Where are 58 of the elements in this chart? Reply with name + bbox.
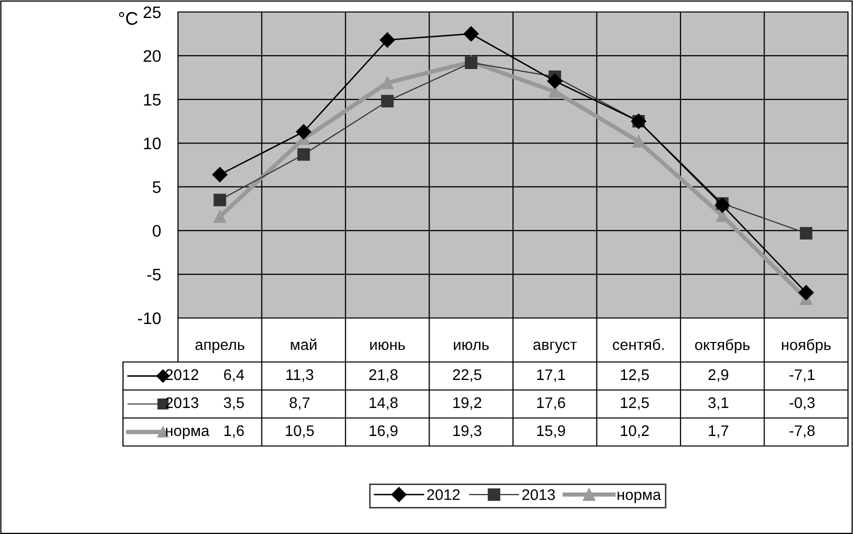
- x-tick-label: сентяб.: [612, 338, 664, 350]
- point: [381, 94, 394, 108]
- x-tick-label: октябрь: [695, 338, 750, 354]
- y-tick-label: -10: [138, 312, 161, 324]
- data-label: 3,1: [708, 397, 728, 410]
- point: [381, 76, 394, 90]
- x-tick-label: апрель: [195, 342, 244, 354]
- point: [798, 285, 814, 300]
- data-label: 16,9: [370, 425, 398, 438]
- y-tick-label: 20: [144, 50, 161, 62]
- data-label: 6,4: [224, 369, 244, 382]
- x-tick-label: май: [290, 338, 316, 350]
- y-tick-label: 0: [152, 224, 161, 237]
- data-label: 12,5: [620, 397, 649, 410]
- point: [212, 167, 228, 182]
- data-label: 1,6: [224, 425, 244, 438]
- data-label: -7,8: [790, 425, 815, 438]
- y-tick-label: 10: [144, 138, 161, 150]
- data-label: 19,2: [453, 397, 482, 410]
- point: [547, 74, 562, 89]
- x-tick-label: июнь: [370, 342, 405, 350]
- data-label: -0,3: [790, 397, 815, 410]
- point: [214, 210, 226, 223]
- data-label: 15,9: [537, 425, 566, 438]
- text: 2012: [427, 489, 460, 500]
- data-label: 22,5: [453, 369, 482, 382]
- data-label: 12,5: [620, 369, 649, 382]
- data-label: 3,5: [224, 397, 244, 410]
- data-label: 8,7: [290, 397, 310, 410]
- point: [214, 194, 226, 206]
- y-tick-label: 5: [152, 181, 161, 194]
- point: [800, 226, 812, 240]
- point: [464, 26, 479, 42]
- y-axis-title: °C: [119, 12, 138, 25]
- y-tick-label: 15: [144, 94, 161, 106]
- point: [714, 198, 730, 213]
- data-label: 19,3: [453, 425, 482, 438]
- data-label: 10,2: [620, 425, 649, 438]
- data-label: 21,8: [369, 369, 398, 382]
- data-label: 10,5: [286, 425, 314, 438]
- data-label: 2,9: [708, 369, 728, 382]
- point: [297, 148, 310, 161]
- y-tick-label: -5: [147, 268, 161, 280]
- data-label: 17,1: [537, 369, 565, 382]
- x-tick-label: август: [533, 342, 577, 354]
- text: 2013: [522, 489, 555, 500]
- point: [296, 124, 312, 140]
- x-tick-label: ноябрь: [782, 338, 831, 354]
- data-label: 17,6: [537, 397, 566, 410]
- data-label: 14,8: [370, 397, 398, 410]
- legend-label: норма: [166, 428, 210, 440]
- y-tick-label: 25: [144, 6, 161, 18]
- data-label: 1,7: [708, 425, 728, 438]
- data-label: 11,3: [286, 369, 314, 382]
- point: [380, 32, 395, 48]
- text: норма: [618, 492, 662, 504]
- data-label: -7,1: [790, 369, 815, 382]
- x-tick-label: июль: [454, 342, 489, 350]
